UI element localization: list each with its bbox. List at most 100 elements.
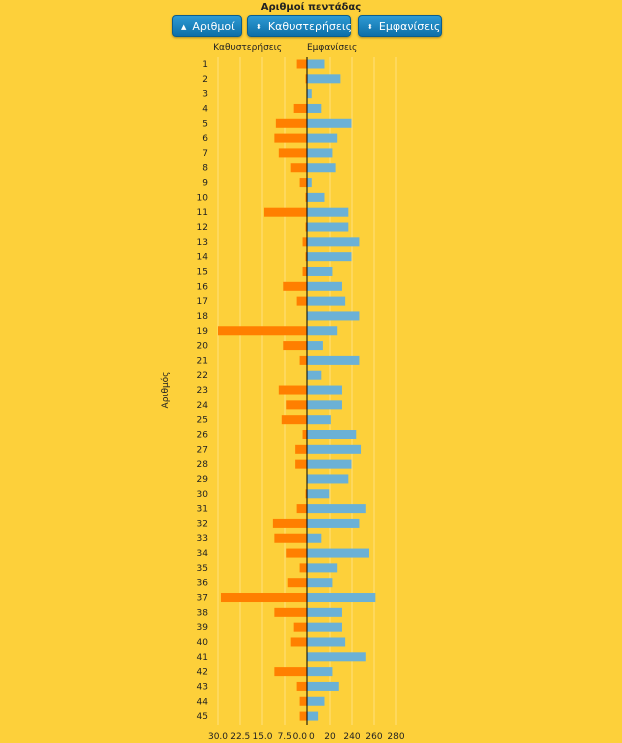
sort-delays-label: Καθυστερήσεις xyxy=(267,20,353,33)
delay-bar xyxy=(296,296,307,306)
appearance-bar xyxy=(307,696,325,706)
x-tick-label-right: 0 xyxy=(309,732,315,742)
chart-title: Αριθμοί πεντάδας xyxy=(260,2,362,13)
delay-bar xyxy=(290,637,307,647)
category-label: 31 xyxy=(197,505,208,515)
delay-bar xyxy=(274,667,307,677)
appearance-bar xyxy=(307,118,352,128)
x-tick-label-left: 0.0 xyxy=(293,732,308,742)
delay-bar xyxy=(295,459,307,469)
delay-bar xyxy=(299,178,307,188)
delay-bar xyxy=(274,607,307,617)
category-label: 26 xyxy=(197,431,209,441)
sort-up-icon: ▲ xyxy=(181,23,187,31)
category-label: 39 xyxy=(197,623,209,633)
delay-bar xyxy=(293,103,307,113)
delay-bar xyxy=(220,593,307,603)
category-label: 10 xyxy=(197,193,209,203)
category-label: 37 xyxy=(197,594,208,604)
category-label: 36 xyxy=(197,579,209,589)
category-label: 8 xyxy=(202,164,208,174)
delay-bar xyxy=(275,118,307,128)
x-tick-label-right: 260 xyxy=(365,732,382,742)
category-label: 13 xyxy=(197,238,208,248)
appearance-bar xyxy=(307,103,322,113)
appearance-bar xyxy=(307,163,336,173)
appearance-bar xyxy=(307,459,352,469)
appearance-bar xyxy=(307,400,342,410)
category-label: 4 xyxy=(202,104,208,114)
category-label: 44 xyxy=(197,697,209,707)
delay-bar xyxy=(302,266,307,276)
sort-numbers-label: Αριθμοί xyxy=(192,20,235,33)
category-label: 33 xyxy=(197,534,208,544)
delay-bar xyxy=(305,489,307,499)
category-label: 28 xyxy=(197,460,209,470)
delay-bar xyxy=(302,430,307,439)
category-label: 40 xyxy=(197,638,209,648)
category-label: 41 xyxy=(197,653,208,663)
delay-bar xyxy=(274,133,307,143)
appearance-bar xyxy=(307,578,333,588)
category-label: 19 xyxy=(197,327,209,337)
sort-delays-button[interactable]: ⬍ Καθυστερήσεις xyxy=(247,15,353,37)
delay-bar xyxy=(299,696,307,706)
x-tick-label-right: 240 xyxy=(343,732,360,742)
delay-bar xyxy=(305,192,307,202)
category-label: 35 xyxy=(197,564,208,574)
delay-bar xyxy=(274,533,307,543)
x-tick-label-right: 20 xyxy=(324,732,336,742)
appearance-bar xyxy=(307,148,333,158)
x-tick-label-left: 30.0 xyxy=(208,732,228,742)
sort-numbers-button[interactable]: ▲ Αριθμοί xyxy=(172,15,242,37)
category-label: 14 xyxy=(197,253,209,263)
appearance-bar xyxy=(307,311,360,321)
category-label: 11 xyxy=(197,208,208,218)
appearance-bar xyxy=(307,59,325,69)
category-label: 18 xyxy=(197,312,209,322)
appearance-bar xyxy=(307,385,342,395)
sort-appearances-button[interactable]: ⬍ Εμφανίσεις xyxy=(358,15,442,37)
category-label: 22 xyxy=(197,371,208,381)
delay-bar xyxy=(290,163,307,173)
delay-bar xyxy=(299,711,307,721)
category-label: 32 xyxy=(197,519,208,529)
delay-bar xyxy=(296,59,307,69)
category-label: 20 xyxy=(197,342,209,352)
appearance-bar xyxy=(307,89,312,99)
y-axis-title: Αριθμός xyxy=(160,372,171,409)
appearance-bar xyxy=(307,593,376,603)
category-label: 3 xyxy=(202,90,208,100)
delay-bar xyxy=(218,326,307,336)
sort-both-icon: ⬍ xyxy=(256,23,262,31)
appearance-bar xyxy=(307,133,338,143)
category-label: 24 xyxy=(197,401,209,411)
category-label: 5 xyxy=(202,119,208,129)
sort-appearances-label: Εμφανίσεις xyxy=(378,20,441,33)
appearance-bar xyxy=(307,444,362,454)
appearance-bar xyxy=(307,622,342,632)
appearance-bar xyxy=(307,296,346,306)
delay-bar xyxy=(272,518,307,528)
category-label: 2 xyxy=(202,75,208,85)
appearance-bar xyxy=(307,415,331,425)
delay-bar xyxy=(287,578,307,588)
appearance-bar xyxy=(307,518,360,528)
category-label: 27 xyxy=(197,445,208,455)
appearance-bar xyxy=(307,326,338,336)
series-label-left: Καθυστερήσεις xyxy=(213,43,282,53)
appearance-bar xyxy=(307,607,342,617)
delay-bar xyxy=(302,237,307,247)
appearance-bar xyxy=(307,681,339,691)
category-label: 6 xyxy=(202,134,208,144)
category-label: 1 xyxy=(202,60,208,70)
category-label: 7 xyxy=(202,149,208,159)
delay-bar xyxy=(286,400,307,410)
category-label: 23 xyxy=(197,386,208,396)
category-label: 34 xyxy=(197,549,209,559)
delay-bar xyxy=(286,548,307,558)
appearance-bar xyxy=(307,192,325,202)
delay-bar xyxy=(296,681,307,691)
appearance-bar xyxy=(307,178,312,188)
category-label: 43 xyxy=(197,682,208,692)
